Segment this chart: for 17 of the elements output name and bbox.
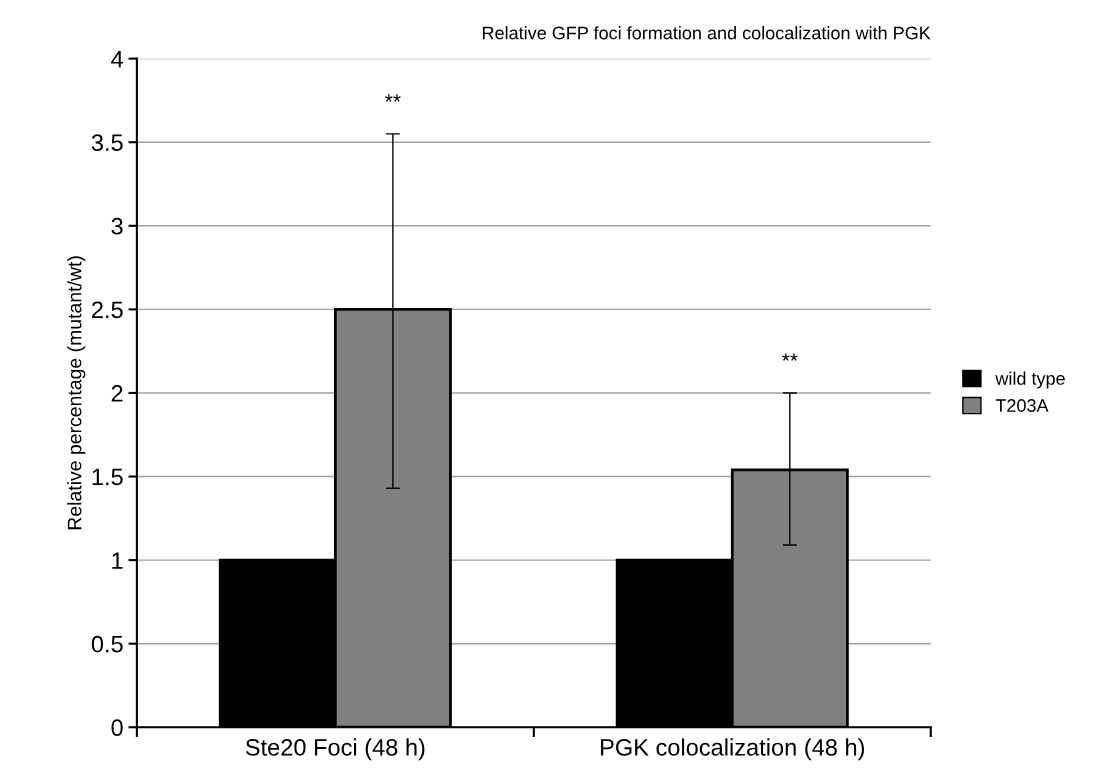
x-tick-label: Ste20 Foci (48 h) [245,738,425,761]
y-tick-label: 3 [111,217,123,235]
x-tick-label: PGK colocalization (48 h) [601,738,865,761]
y-tick-label: 2 [111,385,123,402]
y-tick-label: 1 [112,552,123,569]
y-tick-label: 0.5 [91,635,123,653]
y-tick-label: 1.5 [92,468,123,486]
legend-label: T203A [995,399,1049,412]
annotation: ** [385,94,401,102]
y-tick-label: 3.5 [91,134,123,152]
y-tick-label: 0 [111,719,123,737]
annotation: ** [782,353,798,361]
y-tick-label: 2.5 [92,301,123,319]
y-axis-title: Relative percentage (mutant/wt) [67,256,86,530]
legend-label: wild type [995,371,1065,389]
chart-title: Relative GFP foci formation and colocalization with PGK [482,26,931,40]
y-tick-label: 4 [111,50,123,68]
